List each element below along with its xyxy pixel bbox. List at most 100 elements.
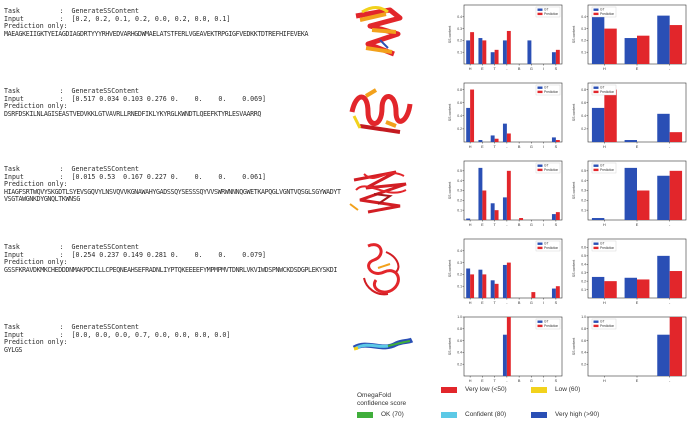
y-tick-label: 0.4 <box>581 262 586 266</box>
y-tick-label: 0.2 <box>457 39 462 43</box>
legend-swatch <box>593 8 599 11</box>
protein-structure-image-2 <box>349 88 413 134</box>
gt-bar <box>502 197 507 220</box>
gt-bar <box>478 269 483 298</box>
input-value: [0.254 0.237 0.149 0.281 0. 0. 0. 0.079] <box>71 250 267 259</box>
x-tick-label: T <box>493 67 496 71</box>
gt-bar <box>502 334 507 376</box>
gt-bar <box>478 140 483 142</box>
gt-bar <box>527 40 532 64</box>
x-tick-label: S <box>555 145 558 149</box>
y-tick-label: 0.2 <box>457 199 462 203</box>
bar-chart-row5-ss3: SS content 0.2 0.4 0.6 0.8 1.0 H E - GT Prediction <box>570 314 688 386</box>
gt-bar <box>551 288 556 298</box>
x-tick-label: E <box>636 223 639 227</box>
y-axis-label: SS content <box>448 182 452 200</box>
x-tick-label: H <box>469 223 472 227</box>
x-tick-label: H <box>469 67 472 71</box>
gt-bar <box>624 140 637 142</box>
y-tick-label: 0.2 <box>581 127 586 131</box>
bar-chart-row5-ss8: SS content 0.2 0.4 0.6 0.8 1.0 H E T - B G I S GT Predi… <box>446 314 564 386</box>
x-tick-label: E <box>636 145 639 149</box>
legend-swatch <box>537 320 543 323</box>
input-value: [0.2, 0.2, 0.1, 0.2, 0.0, 0.2, 0.0, 0.1] <box>71 14 231 23</box>
prediction-bar <box>604 28 617 65</box>
x-tick-label: I <box>543 223 544 227</box>
bar-chart-row1-ss3: SS content 0.1 0.2 0.3 0.4 H E - GT Prediction <box>570 2 688 74</box>
plot-frame <box>463 238 563 299</box>
prediction-bar <box>506 30 511 64</box>
y-tick-label: 0.5 <box>581 254 586 258</box>
y-axis-label: SS content <box>448 260 452 278</box>
protein-structure-image-5 <box>352 337 414 351</box>
gt-bar <box>624 38 637 64</box>
legend-title: OmegaFold confidence score <box>357 392 407 407</box>
x-tick-label: H <box>469 379 472 383</box>
prediction-label: Prediction only: <box>4 102 68 111</box>
x-tick-label: B <box>518 301 521 305</box>
prediction-bar <box>555 140 560 142</box>
y-axis-label: SS content <box>572 182 576 200</box>
prediction-bar <box>482 274 487 298</box>
y-axis-label: SS content <box>448 338 452 356</box>
prediction-label: Prediction only: <box>4 338 68 347</box>
y-tick-label: 0.4 <box>581 15 586 19</box>
x-tick-label: T <box>493 223 496 227</box>
y-axis-label: SS content <box>448 26 452 44</box>
y-tick-label: 0.6 <box>581 101 586 105</box>
x-tick-label: - <box>669 379 671 383</box>
gt-bar <box>502 264 507 298</box>
gt-bar <box>466 40 471 64</box>
legend-label: GT <box>600 242 604 246</box>
legend-label: Prediction <box>544 90 558 94</box>
prediction-bar <box>669 170 683 220</box>
bar-chart-row4-ss3: SS content 0.1 0.2 0.3 0.4 0.5 0.6 H E - GT Predict… <box>570 236 688 308</box>
legend-label: GT <box>544 320 548 324</box>
swatch-icon <box>441 411 457 418</box>
x-tick-label: - <box>506 379 508 383</box>
legend-swatch <box>537 90 543 94</box>
legend-label: GT <box>544 8 548 12</box>
x-tick-label: S <box>555 379 558 383</box>
y-tick-label: 0.2 <box>457 127 462 131</box>
y-tick-label: 0.1 <box>457 284 462 288</box>
x-tick-label: G <box>530 301 533 305</box>
legend-swatch <box>593 86 599 89</box>
y-tick-label: 0.4 <box>581 114 586 118</box>
legend-swatch <box>537 324 543 328</box>
input-label: Input <box>4 94 24 103</box>
legend-label: GT <box>600 164 604 168</box>
y-tick-label: 0.1 <box>581 208 586 212</box>
gt-bar <box>657 175 670 220</box>
protein-structure-image-1 <box>355 6 403 57</box>
x-tick-label: B <box>518 379 521 383</box>
gt-bar <box>466 218 471 220</box>
gt-bar <box>657 113 670 142</box>
sequence-text: GSSFKRAVDKMKCHEDDDNMAKPDCILLCPEQNEAHSEFR… <box>4 265 338 274</box>
gt-bar <box>657 15 670 65</box>
plot-frame <box>463 4 563 65</box>
panel-text-4: Task : GenerateSSContent Input : [0.254 … <box>4 243 344 274</box>
y-tick-label: 0.4 <box>457 249 462 253</box>
gt-bar <box>657 255 670 298</box>
gt-bar <box>591 107 605 142</box>
gt-bar <box>624 277 637 298</box>
swatch-icon <box>357 411 373 418</box>
y-tick-label: 0.8 <box>581 88 586 92</box>
x-tick-label: I <box>543 301 544 305</box>
gt-bar <box>478 38 483 64</box>
x-tick-label: G <box>530 67 533 71</box>
y-tick-label: 0.1 <box>581 50 586 54</box>
legend-swatch <box>593 12 599 16</box>
input-value: [0.0, 0.0, 0.0, 0.7, 0.0, 0.0, 0.0, 0.0] <box>71 330 231 339</box>
prediction-bar <box>494 210 499 220</box>
legend-swatch <box>593 320 599 323</box>
y-tick-label: 0.2 <box>581 279 586 283</box>
legend-swatch <box>593 242 599 245</box>
gt-bar <box>551 52 556 64</box>
panel-text-2: Task : GenerateSSContent Input : [0.517 … <box>4 87 344 118</box>
legend-label: Prediction <box>600 12 614 16</box>
